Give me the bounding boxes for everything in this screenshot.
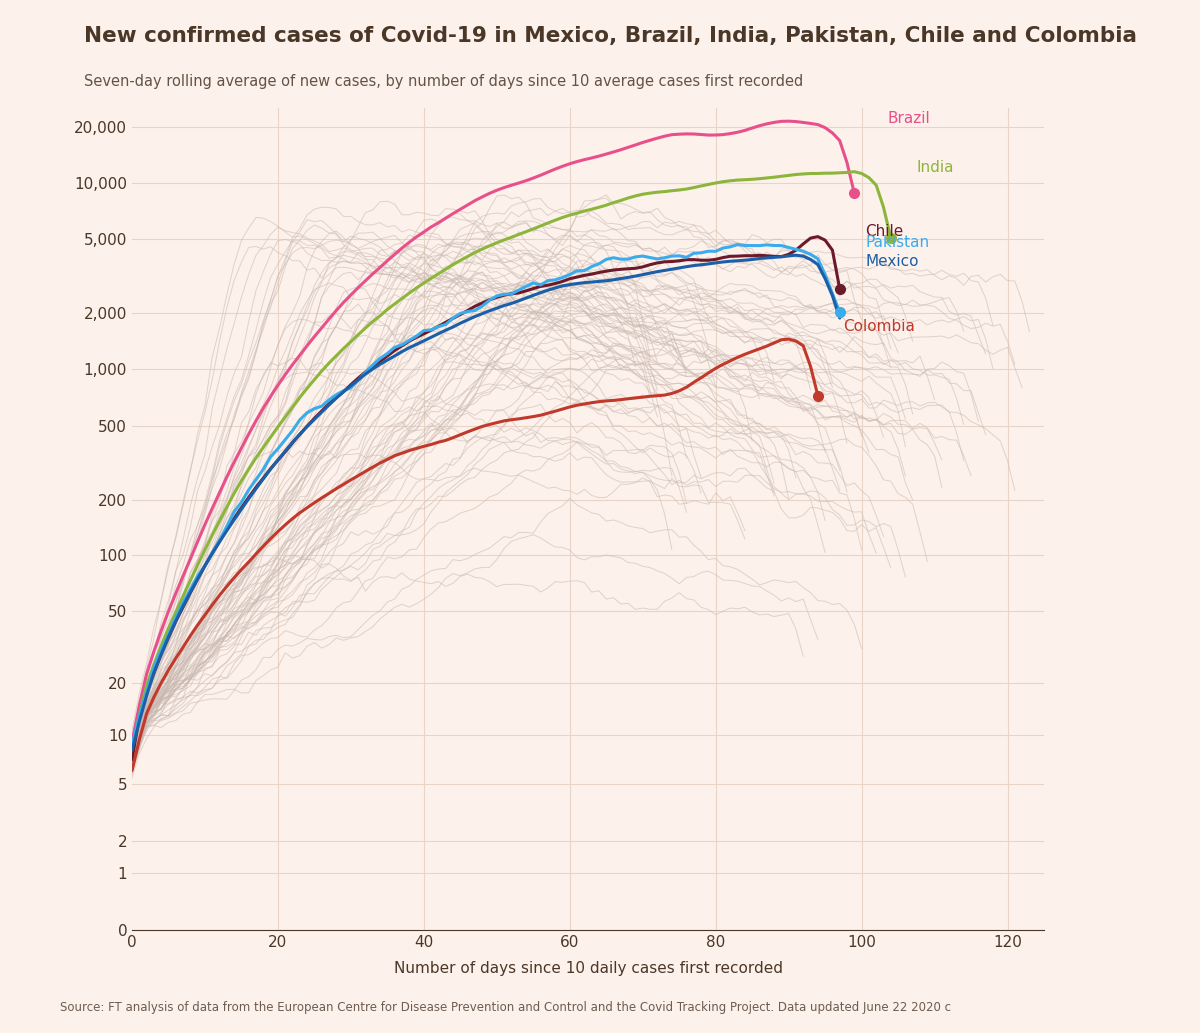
- Text: Mexico: Mexico: [865, 254, 919, 269]
- Text: New confirmed cases of Covid-19 in Mexico, Brazil, India, Pakistan, Chile and Co: New confirmed cases of Covid-19 in Mexic…: [84, 26, 1138, 45]
- Text: Brazil: Brazil: [887, 112, 930, 126]
- X-axis label: Number of days since 10 daily cases first recorded: Number of days since 10 daily cases firs…: [394, 961, 782, 976]
- Text: Seven-day rolling average of new cases, by number of days since 10 average cases: Seven-day rolling average of new cases, …: [84, 74, 803, 90]
- Text: India: India: [917, 160, 954, 176]
- Text: Source: FT analysis of data from the European Centre for Disease Prevention and : Source: FT analysis of data from the Eur…: [60, 1001, 952, 1014]
- Text: Pakistan: Pakistan: [865, 234, 929, 250]
- Text: Colombia: Colombia: [844, 319, 916, 334]
- Text: Chile: Chile: [865, 224, 904, 239]
